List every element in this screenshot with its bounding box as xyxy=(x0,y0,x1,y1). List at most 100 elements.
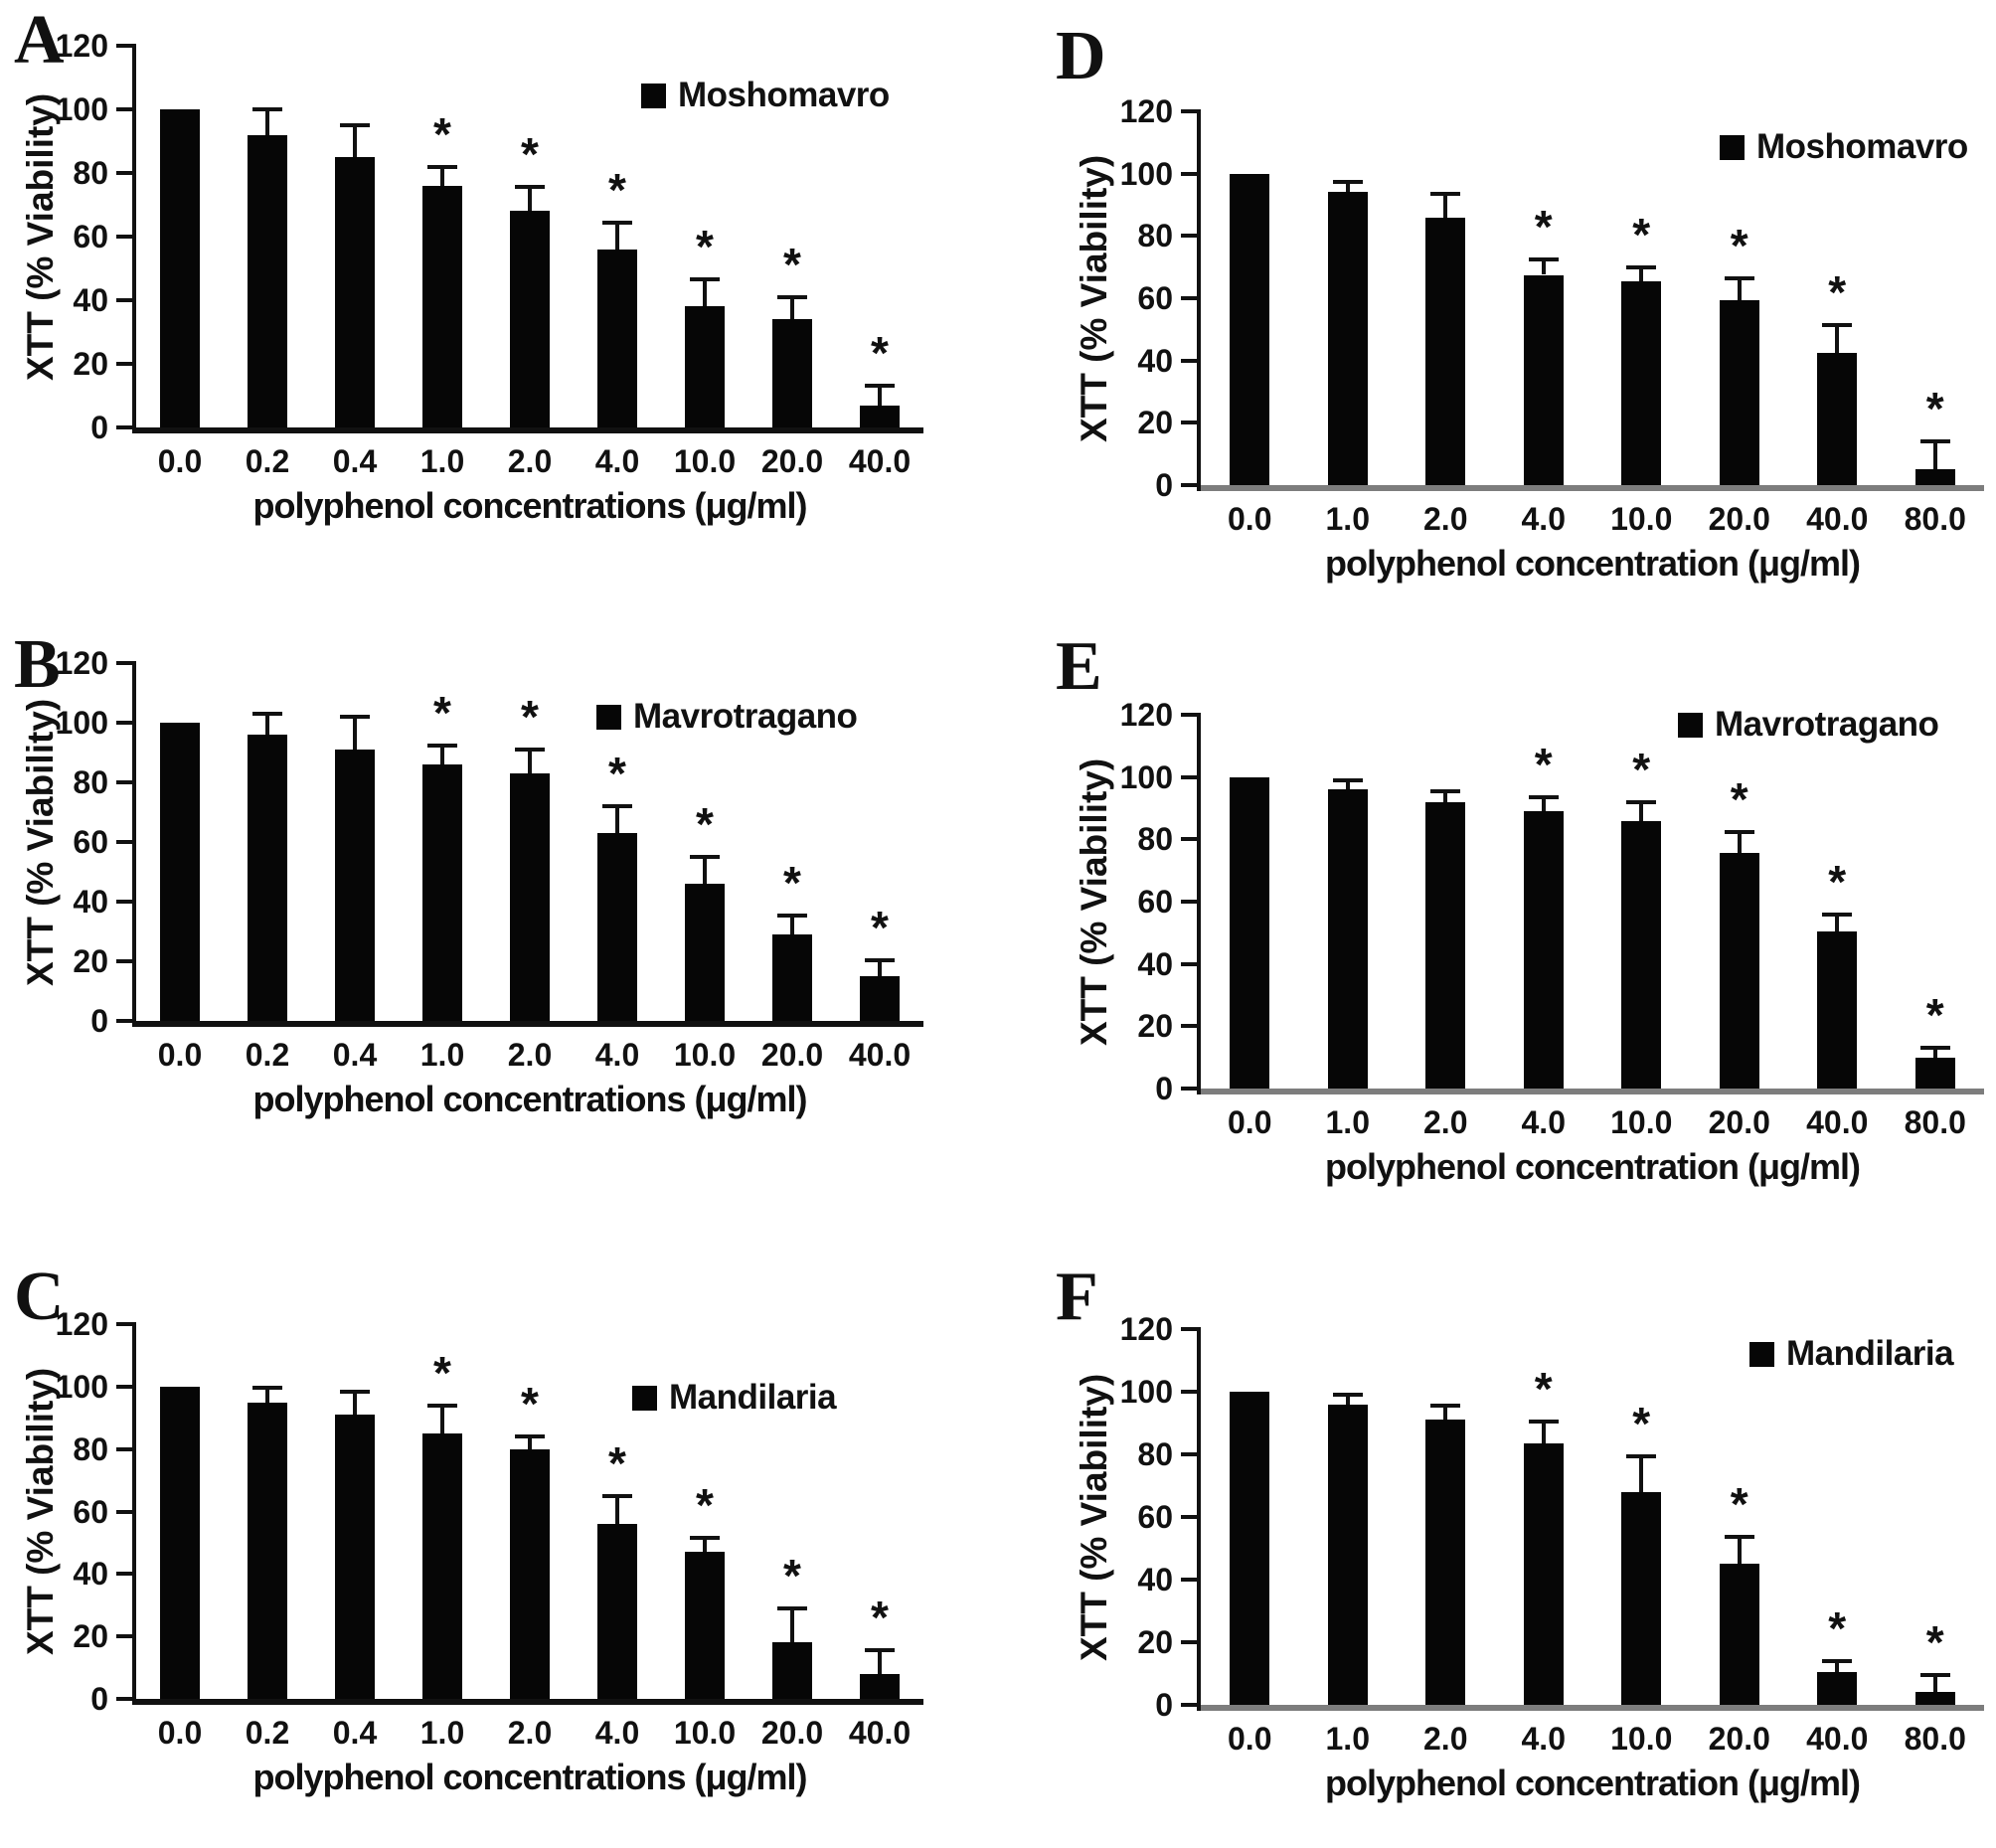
y-tick-mark xyxy=(116,107,136,111)
error-bar-cap xyxy=(1626,264,1657,269)
legend-swatch-icon xyxy=(632,1385,657,1411)
significance-asterisk: * xyxy=(1730,219,1748,271)
y-tick-label: 40 xyxy=(73,282,108,318)
y-tick-label: 20 xyxy=(73,346,108,382)
y-tick-label: 60 xyxy=(73,824,108,860)
y-tick-label: 60 xyxy=(73,1493,108,1530)
y-tick-mark xyxy=(1181,1515,1201,1519)
y-tick-mark xyxy=(116,44,136,48)
bar xyxy=(1914,469,1955,485)
error-bar-cap xyxy=(1724,829,1754,834)
significance-asterisk: * xyxy=(1828,1601,1847,1654)
x-tick-label: 1.0 xyxy=(1325,501,1370,537)
legend-swatch-icon xyxy=(1749,1341,1774,1367)
legend: Mandilaria xyxy=(632,1378,837,1418)
significance-asterisk: * xyxy=(1925,989,1944,1042)
error-bar-cap xyxy=(340,123,370,127)
error-bar-cap xyxy=(1332,777,1363,782)
y-tick-label: 100 xyxy=(55,91,108,127)
bar xyxy=(510,773,550,1021)
x-tick-label: 0.0 xyxy=(1228,1721,1272,1757)
y-axis-line xyxy=(1197,111,1201,491)
y-tick-mark xyxy=(116,1322,136,1326)
x-axis-line xyxy=(136,1699,923,1705)
bar xyxy=(160,723,200,1021)
y-tick-label: 80 xyxy=(1137,218,1173,254)
y-tick-mark xyxy=(116,959,136,963)
error-bar-line xyxy=(1443,790,1448,802)
error-bar-line xyxy=(353,125,357,157)
y-tick-label: 120 xyxy=(55,1306,108,1342)
legend-label: Mavrotragano xyxy=(633,697,858,736)
y-tick-mark xyxy=(1181,837,1201,842)
y-tick-label: 0 xyxy=(1155,1071,1173,1106)
error-bar-cap xyxy=(1430,192,1461,197)
bar xyxy=(1621,820,1662,1089)
error-bar-cap xyxy=(252,1386,282,1391)
bar xyxy=(772,934,812,1021)
x-tick-label: 4.0 xyxy=(1521,1104,1566,1140)
panel-letter: B xyxy=(14,626,61,703)
error-bar-cap xyxy=(1528,256,1559,261)
bar xyxy=(772,1642,812,1699)
error-bar-line xyxy=(440,745,444,764)
x-axis-title: polyphenol concentration (μg/ml) xyxy=(1324,1146,1861,1187)
error-bar-line xyxy=(878,959,882,976)
bar xyxy=(597,1524,637,1699)
error-bar-line xyxy=(1737,1537,1742,1565)
y-tick-mark xyxy=(116,780,136,784)
error-bar-line xyxy=(1345,1395,1350,1405)
y-tick-label: 100 xyxy=(1119,155,1173,192)
y-tick-mark xyxy=(116,1509,136,1514)
error-bar-line xyxy=(878,1650,882,1674)
bar xyxy=(1425,1420,1466,1705)
error-bar-cap xyxy=(515,748,545,752)
bar xyxy=(422,185,462,427)
y-tick-mark xyxy=(1181,234,1201,239)
legend-label: Moshomavro xyxy=(678,76,890,114)
bar xyxy=(335,1415,375,1699)
bar xyxy=(1523,811,1564,1089)
significance-asterisk: * xyxy=(521,691,539,743)
x-tick-label: 0.0 xyxy=(157,1037,203,1073)
y-tick-mark xyxy=(116,171,136,175)
error-bar-cap xyxy=(1822,1658,1853,1663)
legend-swatch-icon xyxy=(1720,134,1745,160)
significance-asterisk: * xyxy=(1730,1478,1748,1531)
bar xyxy=(1327,1404,1368,1705)
panel-letter: D xyxy=(1056,18,1106,94)
legend: Mandilaria xyxy=(1749,1334,1954,1374)
y-tick-label: 60 xyxy=(73,219,108,254)
x-tick-label: 2.0 xyxy=(1423,501,1468,537)
error-bar-cap xyxy=(1822,322,1853,327)
error-bar-cap xyxy=(340,1389,370,1394)
significance-asterisk: * xyxy=(1632,1397,1651,1449)
y-tick-label: 120 xyxy=(1119,1311,1173,1347)
y-tick-mark xyxy=(1181,1327,1201,1331)
bar xyxy=(1425,801,1466,1089)
x-tick-label: 40.0 xyxy=(848,443,912,479)
x-tick-label: 1.0 xyxy=(1325,1104,1370,1140)
y-tick-label: 40 xyxy=(1137,1562,1173,1597)
y-axis-line xyxy=(132,46,136,433)
bar xyxy=(772,319,812,427)
bar xyxy=(335,157,375,427)
error-bar-line xyxy=(703,1538,707,1553)
y-tick-mark xyxy=(116,235,136,239)
y-tick-mark xyxy=(1181,1390,1201,1394)
x-tick-label: 2.0 xyxy=(1423,1104,1468,1140)
bar xyxy=(1523,1442,1564,1705)
y-tick-label: 120 xyxy=(1119,93,1173,129)
bar xyxy=(248,134,287,427)
error-bar-cap xyxy=(1332,1393,1363,1398)
y-tick-mark xyxy=(116,362,136,366)
y-tick-label: 40 xyxy=(73,1556,108,1593)
x-tick-label: 80.0 xyxy=(1904,1104,1966,1140)
y-tick-mark xyxy=(116,1572,136,1577)
x-tick-label: 4.0 xyxy=(594,443,640,479)
bar xyxy=(1230,173,1270,485)
x-tick-label: 1.0 xyxy=(419,1715,465,1751)
bar xyxy=(1719,299,1759,485)
x-tick-label: 0.0 xyxy=(157,443,203,479)
